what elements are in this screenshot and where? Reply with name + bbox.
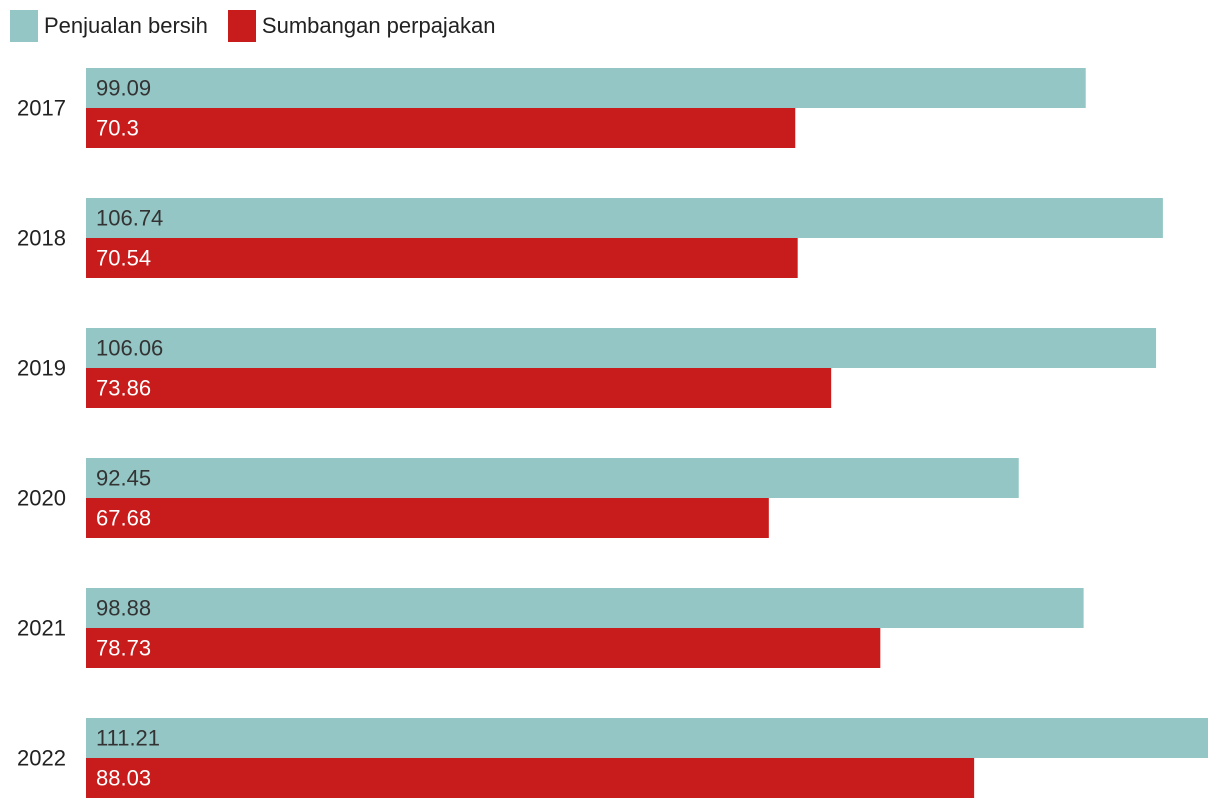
year-label: 2019 xyxy=(17,356,66,381)
legend-swatch-tax-contribution xyxy=(227,10,256,42)
bar-tax-contribution xyxy=(86,368,832,408)
bar-tax-contribution xyxy=(86,628,881,668)
data-label-net-sales: 111.21 xyxy=(96,726,160,751)
legend-item-tax-contribution: Sumbangan perpajakan xyxy=(227,10,496,42)
year-label: 2017 xyxy=(17,96,66,121)
bar-net-sales xyxy=(86,458,1019,498)
bar-tax-contribution xyxy=(86,498,769,538)
data-label-net-sales: 92.45 xyxy=(96,466,151,491)
data-label-net-sales: 99.09 xyxy=(96,76,151,101)
data-label-net-sales: 106.74 xyxy=(96,206,163,231)
bar-tax-contribution xyxy=(86,108,796,148)
legend-label-tax-contribution: Sumbangan perpajakan xyxy=(261,13,496,38)
year-label: 2021 xyxy=(17,616,66,641)
bar-net-sales xyxy=(86,68,1086,108)
bar-net-sales xyxy=(86,328,1157,368)
year-label: 2022 xyxy=(17,746,66,771)
legend-label-net-sales: Penjualan bersih xyxy=(44,13,208,38)
chart-legend: Penjualan bersih Sumbangan perpajakan xyxy=(10,10,516,42)
legend-item-net-sales: Penjualan bersih xyxy=(10,10,208,42)
data-label-tax-contribution: 78.73 xyxy=(96,636,151,661)
bar-net-sales xyxy=(86,198,1163,238)
data-label-tax-contribution: 88.03 xyxy=(96,766,151,791)
bar-net-sales xyxy=(86,718,1208,758)
year-label: 2018 xyxy=(17,226,66,251)
data-label-net-sales: 106.06 xyxy=(96,336,163,361)
data-label-tax-contribution: 70.54 xyxy=(96,246,151,271)
bar-tax-contribution xyxy=(86,238,798,278)
data-label-tax-contribution: 67.68 xyxy=(96,506,151,531)
bar-tax-contribution xyxy=(86,758,975,798)
year-label: 2020 xyxy=(17,486,66,511)
bar-net-sales xyxy=(86,588,1084,628)
data-label-tax-contribution: 73.86 xyxy=(96,376,151,401)
data-label-tax-contribution: 70.3 xyxy=(96,116,139,141)
legend-swatch-net-sales xyxy=(10,10,38,42)
data-label-net-sales: 98.88 xyxy=(96,596,151,621)
